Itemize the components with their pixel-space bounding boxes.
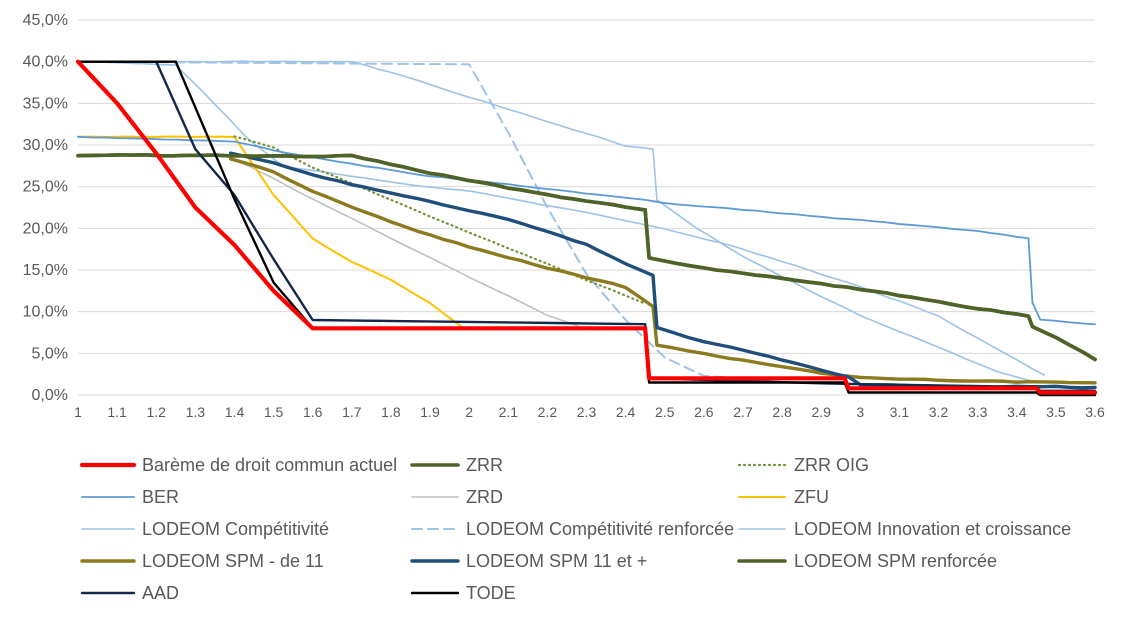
svg-text:ZRR: ZRR (466, 455, 503, 475)
svg-text:3.4: 3.4 (1007, 404, 1027, 420)
svg-text:2.4: 2.4 (616, 404, 636, 420)
svg-text:15,0%: 15,0% (23, 262, 68, 279)
svg-text:3.2: 3.2 (929, 404, 949, 420)
svg-text:40,0%: 40,0% (23, 54, 68, 71)
svg-text:3.3: 3.3 (968, 404, 988, 420)
svg-text:1.2: 1.2 (146, 404, 166, 420)
svg-text:2.3: 2.3 (577, 404, 597, 420)
svg-text:1.6: 1.6 (303, 404, 323, 420)
svg-text:LODEOM Compétitivité renforcée: LODEOM Compétitivité renforcée (466, 519, 734, 539)
svg-text:3.5: 3.5 (1046, 404, 1066, 420)
svg-text:1.9: 1.9 (420, 404, 440, 420)
svg-text:LODEOM SPM renforcée: LODEOM SPM renforcée (794, 551, 997, 571)
svg-text:1.4: 1.4 (225, 404, 245, 420)
svg-text:Barème de droit commun actuel: Barème de droit commun actuel (142, 455, 397, 475)
svg-text:2.2: 2.2 (538, 404, 558, 420)
svg-text:10,0%: 10,0% (23, 304, 68, 321)
svg-text:35,0%: 35,0% (23, 95, 68, 112)
svg-text:5,0%: 5,0% (32, 345, 68, 362)
svg-text:AAD: AAD (142, 583, 179, 603)
svg-text:1: 1 (74, 404, 82, 420)
svg-text:3.6: 3.6 (1085, 404, 1105, 420)
svg-text:2.1: 2.1 (499, 404, 519, 420)
svg-text:1.7: 1.7 (342, 404, 362, 420)
svg-text:25,0%: 25,0% (23, 179, 68, 196)
svg-text:0,0%: 0,0% (32, 387, 68, 404)
svg-text:ZFU: ZFU (794, 487, 829, 507)
svg-text:3.1: 3.1 (890, 404, 910, 420)
svg-text:LODEOM Compétitivité: LODEOM Compétitivité (142, 519, 329, 539)
svg-text:LODEOM Innovation et croissanc: LODEOM Innovation et croissance (794, 519, 1071, 539)
svg-text:1.1: 1.1 (107, 404, 127, 420)
svg-text:ZRR OIG: ZRR OIG (794, 455, 869, 475)
svg-text:2.8: 2.8 (772, 404, 792, 420)
svg-text:45,0%: 45,0% (23, 12, 68, 29)
svg-text:2.9: 2.9 (811, 404, 831, 420)
svg-text:1.3: 1.3 (186, 404, 206, 420)
svg-text:20,0%: 20,0% (23, 220, 68, 237)
svg-text:ZRD: ZRD (466, 487, 503, 507)
svg-text:2.7: 2.7 (733, 404, 753, 420)
svg-text:TODE: TODE (466, 583, 516, 603)
svg-text:3: 3 (856, 404, 864, 420)
svg-text:LODEOM SPM - de 11: LODEOM SPM - de 11 (142, 551, 324, 571)
svg-text:BER: BER (142, 487, 179, 507)
svg-text:2: 2 (465, 404, 473, 420)
svg-text:2.6: 2.6 (694, 404, 714, 420)
svg-text:30,0%: 30,0% (23, 137, 68, 154)
svg-text:2.5: 2.5 (655, 404, 675, 420)
svg-text:1.5: 1.5 (264, 404, 284, 420)
svg-text:1.8: 1.8 (381, 404, 401, 420)
svg-text:LODEOM SPM 11 et +: LODEOM SPM 11 et + (466, 551, 647, 571)
